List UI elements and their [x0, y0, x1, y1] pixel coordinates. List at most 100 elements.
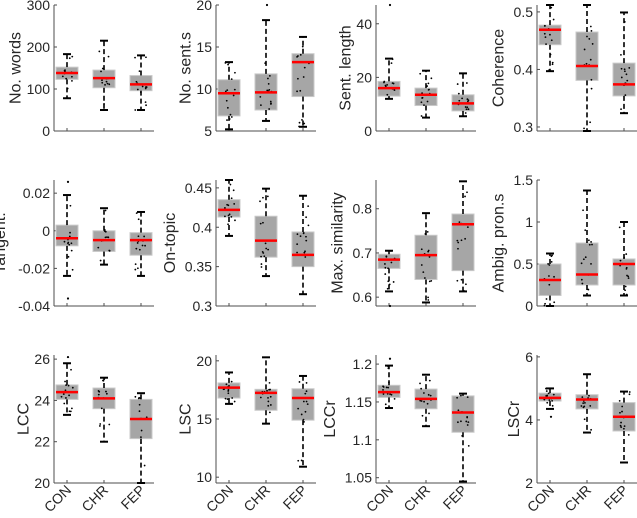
- data-point: [134, 395, 137, 398]
- data-point: [620, 76, 623, 79]
- box-con: [217, 179, 241, 237]
- data-point: [306, 403, 309, 406]
- box-con: [538, 4, 562, 73]
- data-point: [627, 275, 630, 278]
- y-tick-label: 5: [204, 123, 212, 139]
- box-fep: [451, 392, 475, 483]
- data-point: [624, 289, 626, 292]
- data-point: [383, 80, 386, 83]
- data-point: [71, 386, 74, 389]
- data-point: [267, 400, 270, 403]
- data-point: [269, 388, 271, 391]
- data-point: [545, 43, 547, 46]
- x-tick-label-con: CON: [363, 482, 396, 515]
- data-point: [104, 83, 106, 86]
- data-point: [390, 250, 392, 252]
- data-point: [106, 236, 108, 239]
- data-point: [457, 247, 459, 250]
- data-point: [553, 275, 555, 278]
- iqr-box: [414, 87, 438, 107]
- y-axis-label: On-topic: [162, 213, 179, 273]
- box-chr: [414, 69, 438, 119]
- data-point: [232, 189, 235, 192]
- data-point: [458, 221, 461, 224]
- data-point: [302, 76, 305, 78]
- data-point: [466, 98, 469, 100]
- data-point: [460, 239, 463, 242]
- data-point: [63, 69, 66, 72]
- data-point: [548, 69, 551, 71]
- data-point: [584, 401, 586, 404]
- data-point: [227, 214, 230, 217]
- box-con: [55, 180, 79, 300]
- data-point: [225, 99, 228, 102]
- data-point: [461, 434, 464, 437]
- data-point: [467, 99, 470, 102]
- data-point: [466, 424, 469, 426]
- data-point: [97, 389, 100, 392]
- data-point: [61, 75, 64, 78]
- data-point: [137, 218, 140, 221]
- data-point: [264, 242, 267, 245]
- data-point: [587, 288, 590, 291]
- data-point: [547, 392, 550, 395]
- data-point: [63, 402, 66, 405]
- data-point: [227, 390, 230, 392]
- y-axis-label: No. sent.s: [177, 32, 194, 104]
- data-point: [466, 106, 469, 109]
- data-point: [227, 63, 229, 66]
- data-point: [421, 97, 424, 99]
- data-point: [304, 410, 307, 413]
- data-point: [140, 429, 143, 432]
- data-point: [224, 397, 227, 400]
- data-point: [101, 79, 103, 82]
- data-point: [427, 88, 430, 91]
- data-point: [423, 104, 425, 107]
- outlier-point: [66, 180, 70, 183]
- data-point: [298, 121, 301, 124]
- data-point: [384, 273, 387, 275]
- data-point: [582, 402, 585, 405]
- data-point: [142, 392, 144, 395]
- data-point: [591, 43, 594, 45]
- iqr-box: [575, 31, 599, 81]
- data-point: [231, 397, 234, 399]
- data-point: [305, 382, 308, 384]
- outlier-point: [388, 3, 392, 7]
- data-point: [457, 409, 460, 412]
- data-point: [420, 101, 423, 104]
- y-tick-label: 0: [42, 223, 50, 239]
- data-point: [139, 91, 142, 94]
- data-point: [552, 18, 555, 21]
- data-point: [382, 393, 385, 395]
- y-tick-label: 2: [525, 475, 533, 491]
- y-tick-label: 40: [356, 16, 372, 32]
- data-point: [589, 58, 592, 61]
- data-point: [583, 418, 586, 421]
- data-point: [102, 379, 105, 382]
- data-point: [103, 103, 105, 105]
- data-point: [546, 394, 549, 397]
- y-tick-label: 6: [525, 349, 533, 365]
- y-tick-label: 0: [42, 123, 50, 139]
- data-point: [622, 427, 625, 430]
- data-point: [387, 386, 390, 389]
- data-point: [421, 414, 424, 417]
- data-point: [623, 70, 626, 73]
- box-con: [55, 53, 79, 100]
- data-point: [230, 78, 233, 81]
- panel-max-similarity: 0.6 0.7 0.8 Max. similarity: [330, 180, 476, 308]
- data-point: [138, 70, 141, 73]
- data-point: [224, 207, 226, 209]
- data-point: [262, 221, 264, 224]
- data-point: [224, 90, 227, 93]
- y-tick-label: 0: [525, 298, 533, 314]
- y-tick-label: -0.04: [18, 298, 50, 314]
- data-point: [226, 89, 229, 91]
- data-point: [296, 233, 299, 236]
- data-point: [227, 204, 230, 207]
- y-tick-label: 4: [525, 412, 533, 428]
- data-point: [546, 401, 549, 404]
- data-point: [99, 259, 102, 262]
